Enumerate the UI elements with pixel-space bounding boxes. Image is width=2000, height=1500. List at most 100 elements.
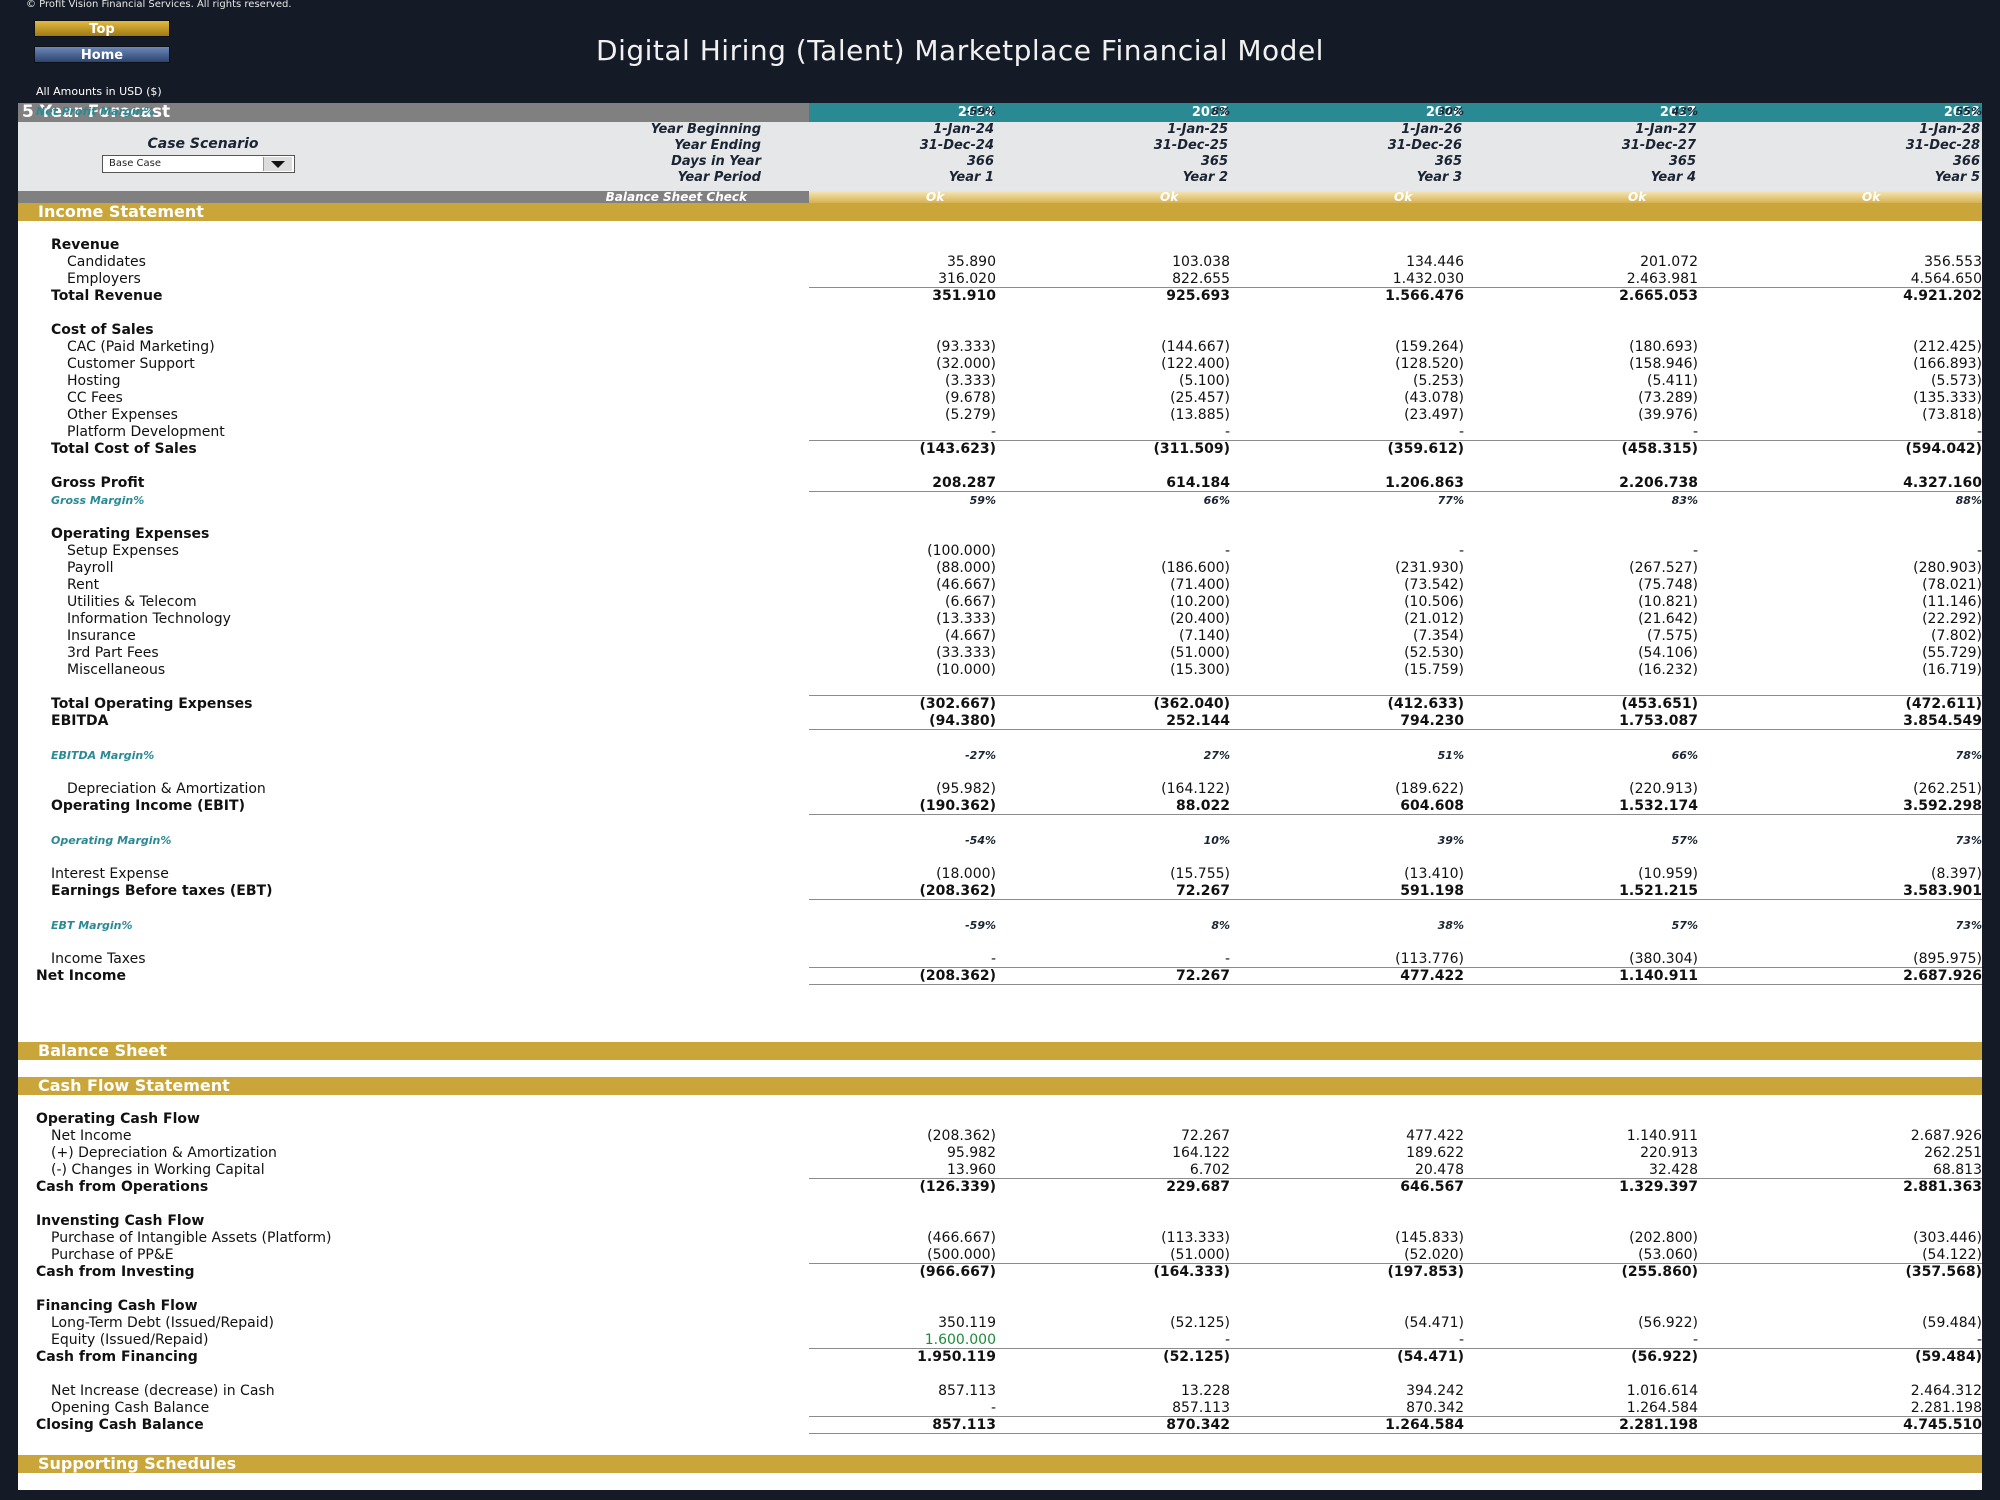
row-label: Closing Cash Balance bbox=[36, 1417, 204, 1433]
cell-value: (78.021) bbox=[1922, 577, 1982, 593]
page-title: Digital Hiring (Talent) Marketplace Fina… bbox=[596, 34, 1324, 67]
cell-value: (10.506) bbox=[1404, 594, 1464, 610]
cell-value: (43.078) bbox=[1404, 390, 1464, 406]
cell-value: 870.342 bbox=[1166, 1417, 1230, 1433]
cell-value: 252.144 bbox=[1166, 713, 1230, 729]
cell-value: (32.000) bbox=[936, 356, 996, 372]
cell-value: (73.818) bbox=[1922, 407, 1982, 423]
cell-value: (54.106) bbox=[1638, 645, 1698, 661]
row-label: Total Operating Expenses bbox=[51, 696, 253, 712]
cell-value: (202.800) bbox=[1629, 1230, 1698, 1246]
table-row: Financing Cash Flow bbox=[18, 1298, 1982, 1315]
cell-value: (166.893) bbox=[1913, 356, 1982, 372]
cell-value: 39% bbox=[1437, 834, 1464, 847]
year-header: 2024 bbox=[957, 105, 994, 120]
row-label: Insurance bbox=[67, 628, 136, 644]
chevron-down-icon[interactable] bbox=[263, 157, 292, 171]
table-row: Depreciation & Amortization (95.982) (164.… bbox=[18, 781, 1982, 798]
table-row: Opening Cash Balance - 857.113 870.342 1.264… bbox=[18, 1400, 1982, 1417]
balance-check-value: Ok bbox=[1160, 190, 1179, 204]
cell-value: (190.362) bbox=[919, 798, 996, 814]
cell-value: 8% bbox=[1211, 919, 1230, 932]
cell-value: 13.960 bbox=[947, 1162, 996, 1178]
home-button[interactable]: Home bbox=[34, 46, 170, 63]
row-label: Net Increase (decrease) in Cash bbox=[51, 1383, 275, 1399]
balance-check-value: Ok bbox=[1394, 190, 1413, 204]
table-row: Net Income (208.362) 72.267 477.422 1.140.91… bbox=[18, 1128, 1982, 1145]
cell-value: (466.667) bbox=[927, 1230, 996, 1246]
cell-value: 857.113 bbox=[932, 1417, 996, 1433]
table-row: Net Increase (decrease) in Cash 857.113 13… bbox=[18, 1383, 1982, 1400]
balance-sheet-header[interactable]: Balance Sheet bbox=[18, 1042, 1982, 1060]
cell-value: 27% bbox=[1203, 749, 1230, 762]
info-value: 365 bbox=[1668, 154, 1696, 169]
cell-value: (212.425) bbox=[1913, 339, 1982, 355]
row-label: Equity (Issued/Repaid) bbox=[51, 1332, 209, 1348]
cell-value: 3.583.901 bbox=[1903, 883, 1982, 899]
cell-value: 794.230 bbox=[1400, 713, 1464, 729]
cell-value: 356.553 bbox=[1924, 254, 1982, 270]
row-label: Hosting bbox=[67, 373, 121, 389]
cell-value: 57% bbox=[1671, 834, 1698, 847]
cell-value: (18.000) bbox=[936, 866, 996, 882]
case-scenario-select[interactable]: Base Case bbox=[102, 155, 295, 173]
row-label: Income Taxes bbox=[51, 951, 146, 967]
cell-value: 2.206.738 bbox=[1619, 475, 1698, 491]
row-label: Setup Expenses bbox=[67, 543, 179, 559]
cell-value: (15.755) bbox=[1170, 866, 1230, 882]
row-label: EBITDA Margin% bbox=[51, 749, 155, 762]
income-statement-header[interactable]: Income Statement bbox=[18, 203, 1982, 221]
cell-value: (158.946) bbox=[1629, 356, 1698, 372]
cell-value: 2.687.926 bbox=[1903, 968, 1982, 984]
info-value: 365 bbox=[1200, 154, 1228, 169]
table-row: Total Revenue 351.910 925.693 1.566.476 2.66… bbox=[18, 287, 1982, 305]
table-row: Net Profit Margin% -59% 8% 30% 43% 55% bbox=[18, 103, 1982, 120]
cell-value: (362.040) bbox=[1153, 696, 1230, 712]
row-label: Purchase of Intangible Assets (Platform) bbox=[51, 1230, 332, 1246]
cell-value: 72.267 bbox=[1175, 883, 1230, 899]
row-label: (-) Changes in Working Capital bbox=[51, 1162, 265, 1178]
cell-value: 1.600.000 bbox=[924, 1332, 996, 1348]
row-label: Financing Cash Flow bbox=[36, 1298, 198, 1314]
table-row: Information Technology (13.333) (20.400) (2… bbox=[18, 611, 1982, 628]
forecast-title: 5 Year Forecast bbox=[18, 103, 809, 122]
row-label: Customer Support bbox=[67, 356, 195, 372]
year-header-row: 2024 2025 2026 2027 2028 bbox=[809, 103, 1982, 122]
cell-value: (9.678) bbox=[944, 390, 996, 406]
cell-value: (46.667) bbox=[936, 577, 996, 593]
row-label: CAC (Paid Marketing) bbox=[67, 339, 215, 355]
year-header: 2025 bbox=[1191, 105, 1228, 120]
amounts-note: All Amounts in USD ($) bbox=[36, 85, 162, 98]
info-label: Days in Year bbox=[671, 154, 761, 169]
cell-value: 1.140.911 bbox=[1619, 968, 1698, 984]
cash-flow-statement-header[interactable]: Cash Flow Statement bbox=[18, 1077, 1982, 1095]
info-value: Year 3 bbox=[1416, 170, 1462, 185]
cell-value: 604.608 bbox=[1400, 798, 1464, 814]
cell-value: 38% bbox=[1437, 919, 1464, 932]
info-value: 31-Dec-24 bbox=[919, 138, 994, 153]
cell-value: (208.362) bbox=[919, 883, 996, 899]
cell-value: (11.146) bbox=[1922, 594, 1982, 610]
cell-value: (53.060) bbox=[1638, 1247, 1698, 1263]
cell-value: (54.122) bbox=[1922, 1247, 1982, 1263]
cell-value: (5.411) bbox=[1646, 373, 1698, 389]
table-row: Total Cost of Sales (143.623) (311.509) (35… bbox=[18, 440, 1982, 458]
row-label: Long-Term Debt (Issued/Repaid) bbox=[51, 1315, 274, 1331]
cell-value: (7.140) bbox=[1178, 628, 1230, 644]
cell-value: 208.287 bbox=[932, 475, 996, 491]
table-row: Revenue bbox=[18, 237, 1982, 254]
cell-value: (39.976) bbox=[1638, 407, 1698, 423]
cell-value: - bbox=[1224, 424, 1230, 440]
top-button[interactable]: Top bbox=[34, 20, 170, 37]
cell-value: (52.530) bbox=[1404, 645, 1464, 661]
cell-value: 8% bbox=[1211, 105, 1230, 118]
supporting-schedules-header[interactable]: Supporting Schedules bbox=[18, 1455, 1982, 1473]
table-row: Rent (46.667) (71.400) (73.542) (75.748) (78.… bbox=[18, 577, 1982, 594]
cell-value: (16.232) bbox=[1638, 662, 1698, 678]
table-row: Platform Development - - - - - bbox=[18, 424, 1982, 441]
cell-value: 351.910 bbox=[932, 288, 996, 304]
cell-value: 1.264.584 bbox=[1626, 1400, 1698, 1416]
copyright-notice: © Profit Vision Financial Services. All … bbox=[26, 0, 292, 10]
cell-value: (3.333) bbox=[944, 373, 996, 389]
cell-value: 229.687 bbox=[1166, 1179, 1230, 1195]
